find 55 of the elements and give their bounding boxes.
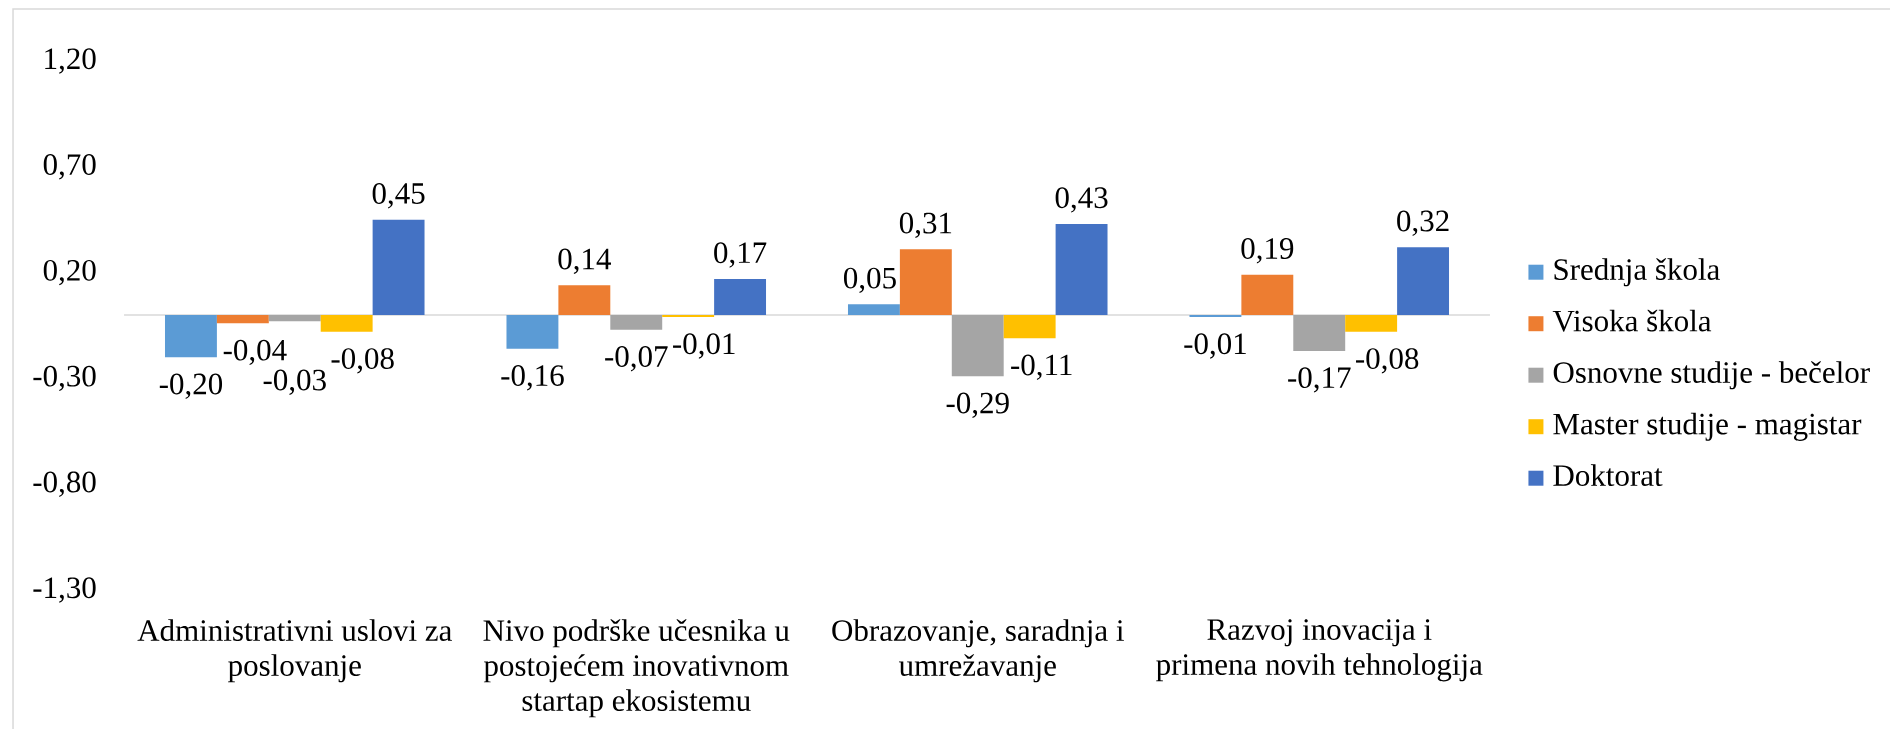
data-label: -0,16 xyxy=(501,365,564,391)
data-label: 0,19 xyxy=(1241,238,1294,264)
bar xyxy=(216,314,269,324)
bar xyxy=(1055,223,1108,315)
data-label: -0,08 xyxy=(331,348,394,374)
legend-label: Srednja škola xyxy=(1554,258,1720,287)
y-tick-label: -0,80 xyxy=(33,471,96,497)
bar xyxy=(372,219,425,315)
data-label: -0,11 xyxy=(1011,354,1072,380)
data-label: 0,05 xyxy=(843,267,896,294)
legend-label: Visoka škola xyxy=(1552,309,1712,332)
legend-label: Master studije - magistar xyxy=(1553,412,1862,441)
x-tick-label: Administrativni uslovi za poslovanje xyxy=(137,619,452,683)
legend-label: Doktorat xyxy=(1553,464,1663,487)
data-label: -0,07 xyxy=(605,346,668,372)
bar xyxy=(1003,314,1056,339)
y-tick-label: -1,30 xyxy=(33,577,96,603)
bar xyxy=(610,314,663,330)
bar xyxy=(714,278,767,315)
legend-label: Osnovne studije - bečelor xyxy=(1553,361,1870,390)
y-tick-label: 1,20 xyxy=(45,48,96,74)
bar xyxy=(847,304,900,315)
bar xyxy=(1345,314,1398,332)
data-label: 0,31 xyxy=(899,212,952,238)
data-label: -0,03 xyxy=(263,369,326,395)
bar xyxy=(1189,314,1242,318)
bar xyxy=(1293,314,1346,351)
bar xyxy=(951,314,1004,377)
bar xyxy=(899,249,952,315)
data-label: 0,32 xyxy=(1397,210,1449,236)
data-label: -0,17 xyxy=(1288,367,1351,393)
x-tick-label: Obrazovanje, saradnja i umrežavanje xyxy=(832,619,1124,683)
bar xyxy=(506,314,559,349)
bar xyxy=(1241,274,1294,315)
data-label: -0,04 xyxy=(223,339,287,366)
data-label: 0,43 xyxy=(1055,187,1108,213)
data-label: -0,01 xyxy=(673,333,735,359)
data-label: -0,29 xyxy=(946,392,1009,418)
y-tick-label: 0,70 xyxy=(43,154,96,180)
y-tick-label: 0,20 xyxy=(43,259,96,286)
x-tick-label: Razvoj inovacija i primena novih tehnologija xyxy=(1156,619,1483,682)
data-label: -0,01 xyxy=(1184,333,1246,359)
data-label: 0,14 xyxy=(558,248,611,274)
data-label: 0,17 xyxy=(714,242,767,268)
bar xyxy=(558,285,611,315)
x-tick-label: Nivo podrške učesnika u postojećem inovativnom startap ekosistemu xyxy=(483,619,790,718)
data-label: 0,45 xyxy=(372,183,425,209)
bar xyxy=(268,314,321,322)
data-label: -0,20 xyxy=(159,373,223,399)
bar xyxy=(662,314,715,318)
data-label: -0,08 xyxy=(1356,348,1419,374)
y-tick-label: -0,30 xyxy=(33,365,96,392)
bar xyxy=(320,314,373,332)
bar xyxy=(1397,247,1450,315)
bar xyxy=(164,314,217,358)
